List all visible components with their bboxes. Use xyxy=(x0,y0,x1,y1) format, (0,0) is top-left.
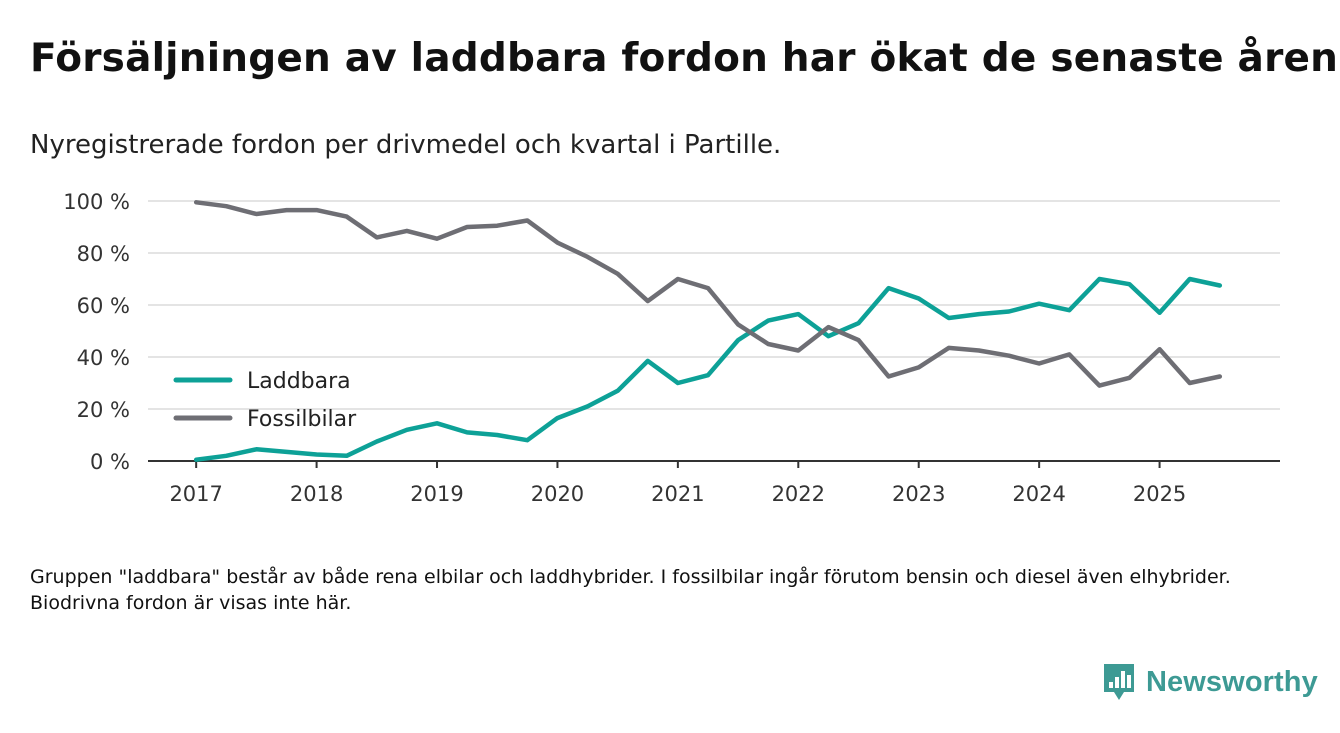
legend-label-fossilbilar: Fossilbilar xyxy=(247,407,357,432)
y-tick-label: 0 % xyxy=(90,450,130,474)
x-tick-label: 2019 xyxy=(410,482,463,506)
x-tick-label: 2018 xyxy=(290,482,343,506)
series-layer xyxy=(193,200,1223,462)
legend-label-laddbara: Laddbara xyxy=(247,369,351,394)
y-tick-label: 100 % xyxy=(63,190,130,214)
x-tick-label: 2017 xyxy=(169,482,222,506)
series-line-laddbara xyxy=(193,276,1223,462)
x-tick-label: 2022 xyxy=(772,482,825,506)
legend: Laddbara Fossilbilar xyxy=(173,369,357,432)
y-tick-label: 60 % xyxy=(77,294,130,318)
brand-logo: Newsworthy xyxy=(1102,662,1318,702)
y-tick-label: 20 % xyxy=(77,398,130,422)
brand-name: Newsworthy xyxy=(1146,665,1318,698)
x-tick-label: 2021 xyxy=(651,482,704,506)
chart-subtitle: Nyregistrerade fordon per drivmedel och … xyxy=(30,130,782,160)
x-tick-label: 2024 xyxy=(1012,482,1065,506)
series-line-fossilbilar xyxy=(193,200,1223,388)
axis-layer: 0 % 20 % 40 % 60 % 80 % 100 % 2017 2018 2019 2020… xyxy=(63,190,1280,506)
x-tick-label: 2020 xyxy=(531,482,584,506)
grid-layer xyxy=(148,200,1280,410)
y-tick-label: 40 % xyxy=(77,346,130,370)
footnote: Gruppen "laddbara" består av både rena e… xyxy=(30,566,1231,614)
x-tick-label: 2023 xyxy=(892,482,945,506)
chart-title: Försäljningen av laddbara fordon har öka… xyxy=(30,36,1339,81)
y-tick-label: 80 % xyxy=(77,242,130,266)
newsworthy-logo-icon xyxy=(1104,664,1134,700)
line-chart: 0 % 20 % 40 % 60 % 80 % 100 % 2017 2018 2019 2020… xyxy=(63,190,1280,506)
x-tick-label: 2025 xyxy=(1133,482,1186,506)
